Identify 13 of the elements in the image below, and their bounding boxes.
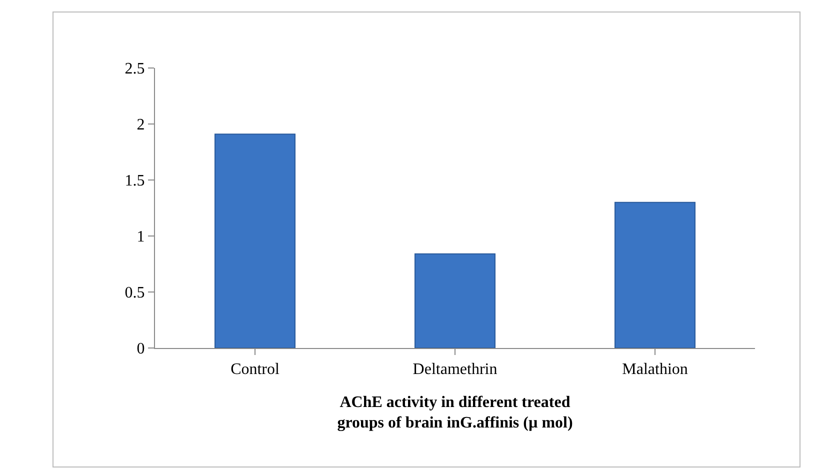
y-tick-label: 2.5 (124, 60, 145, 78)
bar (214, 134, 296, 348)
x-tick-label: Malathion (622, 361, 688, 378)
x-tick-label: Deltamethrin (412, 361, 498, 378)
y-tick-label: 1.5 (124, 172, 145, 190)
y-tick-label: 0.5 (124, 284, 145, 302)
x-axis-title: AChE activity in different treated groups of brain inG.affinis (µ mol) (337, 394, 573, 432)
bar (414, 253, 496, 348)
x-tick-label: Control (230, 361, 280, 378)
y-tick-label: 0 (136, 340, 145, 358)
bar (614, 202, 696, 348)
y-tick-label: 1 (136, 228, 145, 246)
y-tick-label: 2 (136, 116, 145, 134)
